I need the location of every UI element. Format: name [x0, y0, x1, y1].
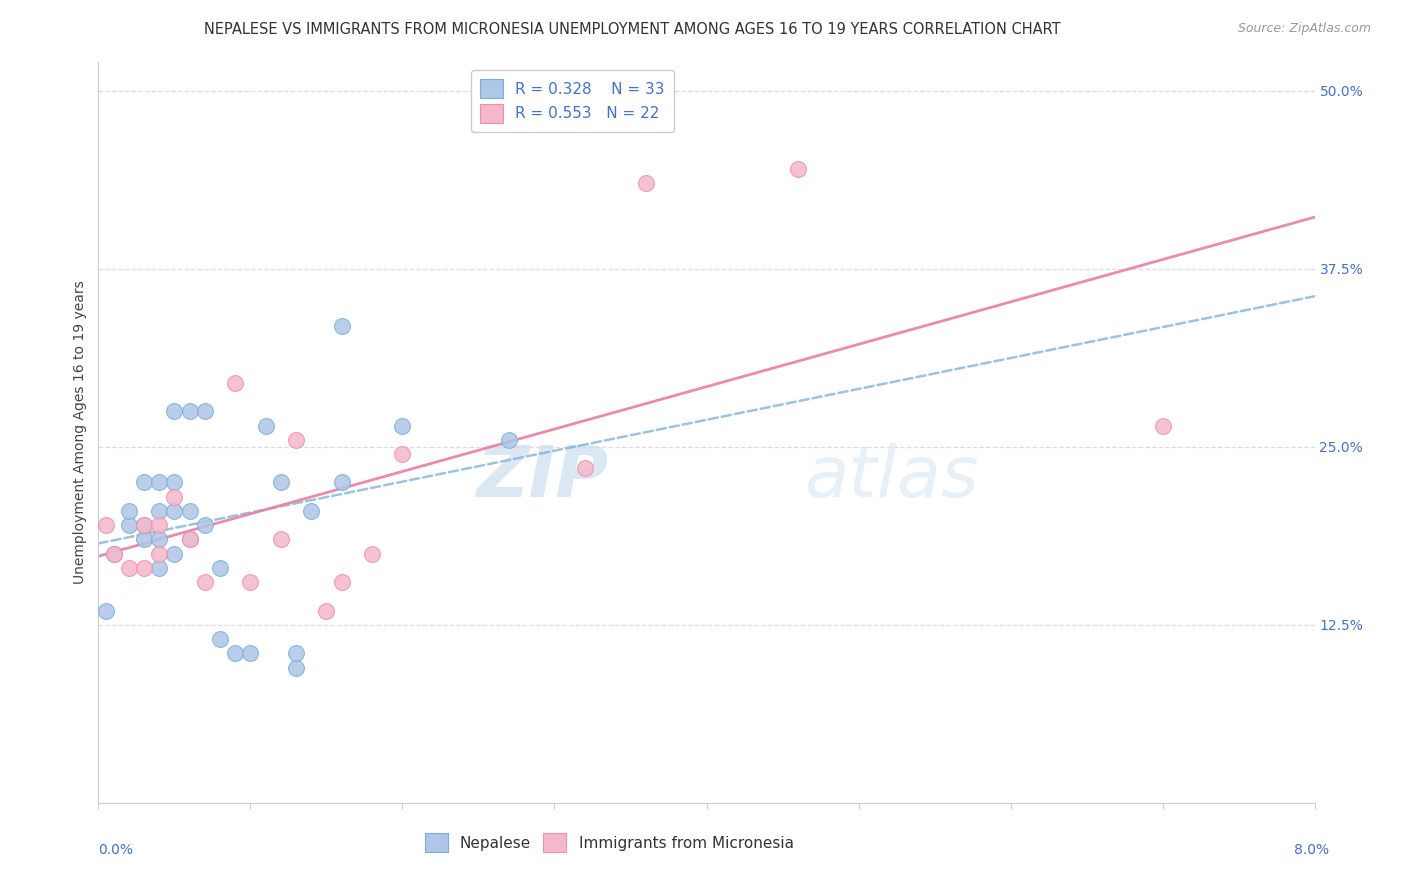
- Point: [148, 561, 170, 575]
- Text: 0.0%: 0.0%: [98, 843, 134, 857]
- Point: [224, 376, 246, 390]
- Point: [103, 547, 125, 561]
- Point: [330, 575, 353, 590]
- Point: [209, 561, 232, 575]
- Point: [132, 561, 155, 575]
- Point: [163, 547, 186, 561]
- Point: [148, 547, 170, 561]
- Point: [132, 475, 155, 490]
- Point: [194, 404, 217, 418]
- Point: [163, 504, 186, 518]
- Point: [194, 575, 217, 590]
- Point: [94, 518, 117, 533]
- Point: [361, 547, 384, 561]
- Point: [1152, 418, 1174, 433]
- Text: NEPALESE VS IMMIGRANTS FROM MICRONESIA UNEMPLOYMENT AMONG AGES 16 TO 19 YEARS CO: NEPALESE VS IMMIGRANTS FROM MICRONESIA U…: [204, 22, 1062, 37]
- Point: [285, 433, 308, 447]
- Point: [163, 490, 186, 504]
- Point: [94, 604, 117, 618]
- Point: [118, 518, 141, 533]
- Legend: Nepalese, Immigrants from Micronesia: Nepalese, Immigrants from Micronesia: [419, 827, 800, 858]
- Point: [179, 404, 201, 418]
- Point: [285, 646, 308, 660]
- Y-axis label: Unemployment Among Ages 16 to 19 years: Unemployment Among Ages 16 to 19 years: [73, 281, 87, 584]
- Point: [132, 518, 155, 533]
- Point: [148, 533, 170, 547]
- Point: [634, 177, 657, 191]
- Point: [391, 418, 413, 433]
- Point: [330, 475, 353, 490]
- Point: [574, 461, 596, 475]
- Point: [132, 518, 155, 533]
- Point: [179, 533, 201, 547]
- Point: [391, 447, 413, 461]
- Point: [148, 518, 170, 533]
- Point: [285, 660, 308, 674]
- Point: [786, 162, 808, 177]
- Point: [118, 504, 141, 518]
- Point: [163, 404, 186, 418]
- Text: atlas: atlas: [804, 442, 979, 511]
- Point: [118, 561, 141, 575]
- Point: [239, 646, 262, 660]
- Point: [163, 475, 186, 490]
- Point: [103, 547, 125, 561]
- Point: [270, 475, 292, 490]
- Point: [270, 533, 292, 547]
- Point: [179, 504, 201, 518]
- Point: [132, 533, 155, 547]
- Point: [299, 504, 322, 518]
- Point: [194, 518, 217, 533]
- Point: [254, 418, 277, 433]
- Point: [330, 318, 353, 333]
- Point: [315, 604, 337, 618]
- Text: 8.0%: 8.0%: [1294, 843, 1329, 857]
- Point: [148, 504, 170, 518]
- Point: [148, 475, 170, 490]
- Text: ZIP: ZIP: [477, 442, 609, 511]
- Point: [498, 433, 520, 447]
- Text: Source: ZipAtlas.com: Source: ZipAtlas.com: [1237, 22, 1371, 36]
- Point: [179, 533, 201, 547]
- Point: [209, 632, 232, 646]
- Point: [239, 575, 262, 590]
- Point: [224, 646, 246, 660]
